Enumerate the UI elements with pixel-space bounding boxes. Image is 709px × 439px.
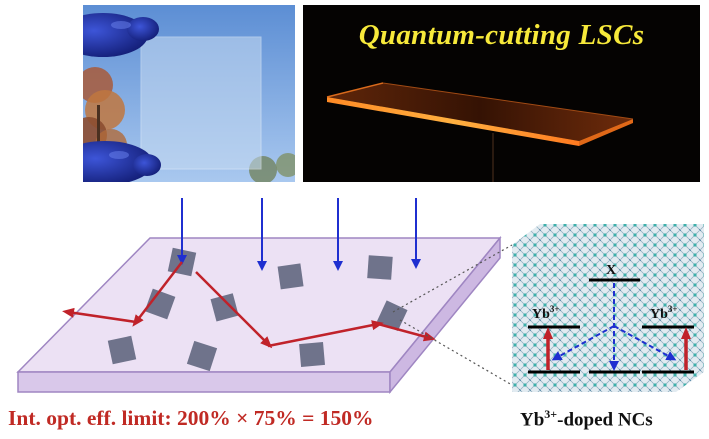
nc-cube bbox=[299, 341, 326, 368]
energy-level-diagram bbox=[528, 278, 694, 374]
lsc-photo-dark: Quantum-cutting LSCs bbox=[303, 5, 700, 182]
doped-nc-caption: Yb3+-doped NCs bbox=[520, 407, 653, 431]
nanocrystal-cubes bbox=[107, 247, 408, 372]
glowing-slab-top bbox=[327, 83, 633, 141]
label-yb-left: Yb3+ bbox=[532, 304, 560, 322]
gloved-fingers bbox=[83, 13, 161, 182]
incident-light-arrows bbox=[177, 198, 421, 271]
nc-cube bbox=[277, 263, 304, 290]
glowing-slab-edge bbox=[327, 97, 579, 146]
nc-cube bbox=[186, 340, 218, 372]
emission-path-arrows bbox=[62, 261, 436, 349]
nc-cube bbox=[210, 293, 239, 322]
nc-cube bbox=[144, 288, 176, 320]
transfer-right-arrow bbox=[613, 325, 677, 361]
label-yb-right: Yb3+ bbox=[650, 304, 678, 322]
transition-arrows bbox=[543, 283, 691, 371]
label-x: X bbox=[606, 263, 616, 278]
zoom-lines bbox=[392, 244, 513, 386]
photo-title: Quantum-cutting LSCs bbox=[358, 19, 645, 51]
nc-cube bbox=[107, 335, 137, 365]
nc-cube bbox=[367, 255, 393, 280]
efficiency-caption: Int. opt. eff. limit: 200% × 75% = 150% bbox=[8, 406, 374, 430]
glass-plate bbox=[140, 36, 262, 170]
nc-cube bbox=[376, 300, 408, 331]
autumn-trees bbox=[83, 67, 295, 182]
transfer-left-arrow bbox=[551, 325, 615, 361]
lsc-photo-outdoor bbox=[83, 5, 295, 182]
